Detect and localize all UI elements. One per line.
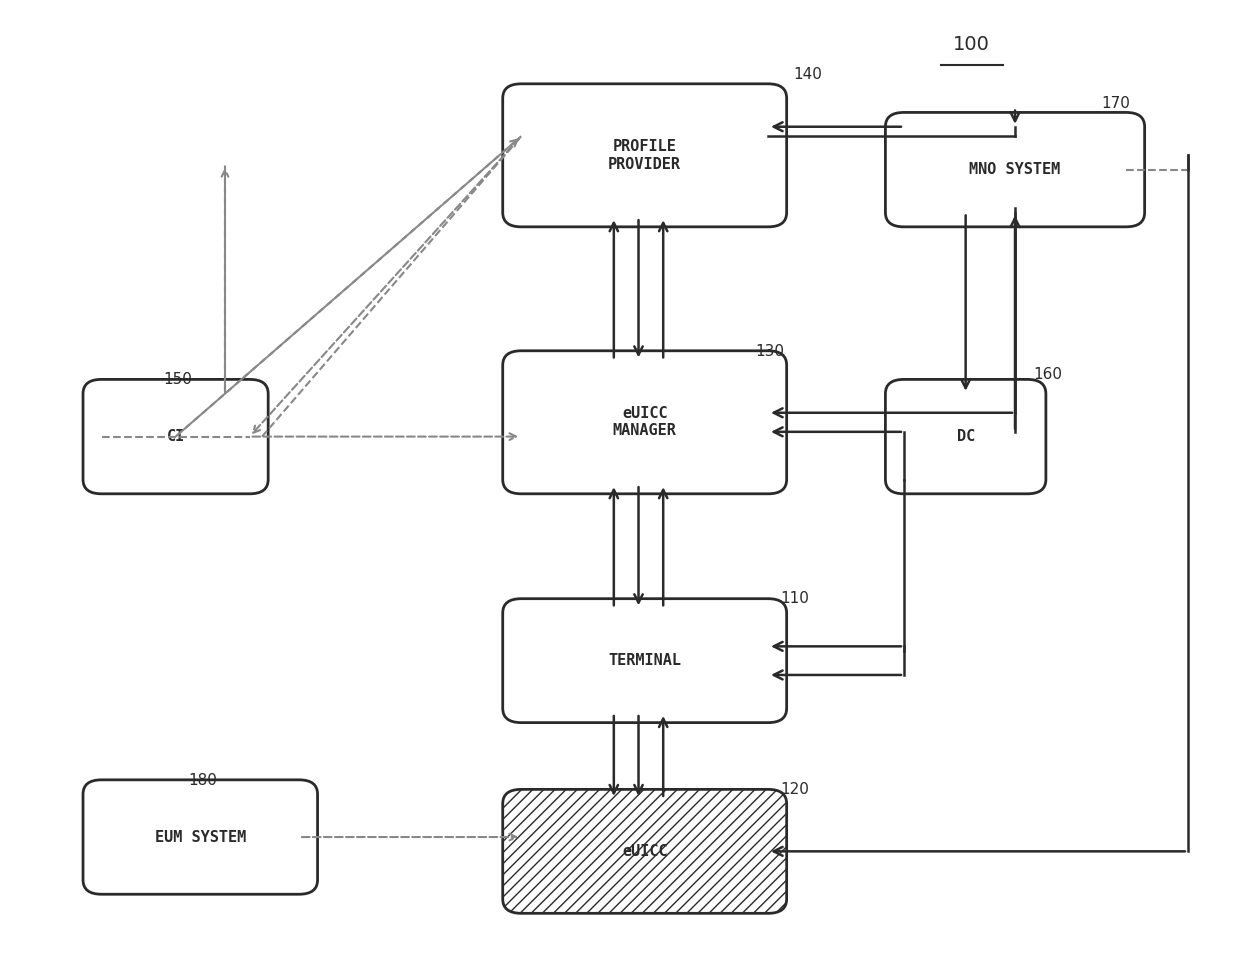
Text: eUICC
MANAGER: eUICC MANAGER bbox=[613, 406, 677, 438]
FancyBboxPatch shape bbox=[885, 112, 1145, 227]
Text: TERMINAL: TERMINAL bbox=[608, 653, 681, 668]
Text: 150: 150 bbox=[164, 372, 192, 387]
FancyBboxPatch shape bbox=[502, 789, 786, 913]
Text: 100: 100 bbox=[954, 35, 991, 55]
FancyBboxPatch shape bbox=[502, 351, 786, 494]
Text: 130: 130 bbox=[756, 343, 785, 359]
Text: 180: 180 bbox=[188, 773, 217, 787]
FancyBboxPatch shape bbox=[83, 780, 317, 894]
FancyBboxPatch shape bbox=[502, 83, 786, 227]
Text: 140: 140 bbox=[792, 67, 822, 82]
FancyBboxPatch shape bbox=[502, 598, 786, 723]
FancyBboxPatch shape bbox=[885, 380, 1045, 494]
Text: eUICC: eUICC bbox=[622, 844, 667, 859]
Text: 120: 120 bbox=[780, 783, 810, 797]
Text: 110: 110 bbox=[780, 592, 810, 606]
Text: EUM SYSTEM: EUM SYSTEM bbox=[155, 830, 246, 845]
Text: 170: 170 bbox=[1101, 96, 1131, 110]
FancyBboxPatch shape bbox=[83, 380, 268, 494]
Text: 160: 160 bbox=[1033, 367, 1063, 383]
Text: PROFILE
PROVIDER: PROFILE PROVIDER bbox=[608, 139, 681, 172]
Text: MNO SYSTEM: MNO SYSTEM bbox=[970, 162, 1060, 177]
Text: DC: DC bbox=[956, 429, 975, 444]
Text: CI: CI bbox=[166, 429, 185, 444]
